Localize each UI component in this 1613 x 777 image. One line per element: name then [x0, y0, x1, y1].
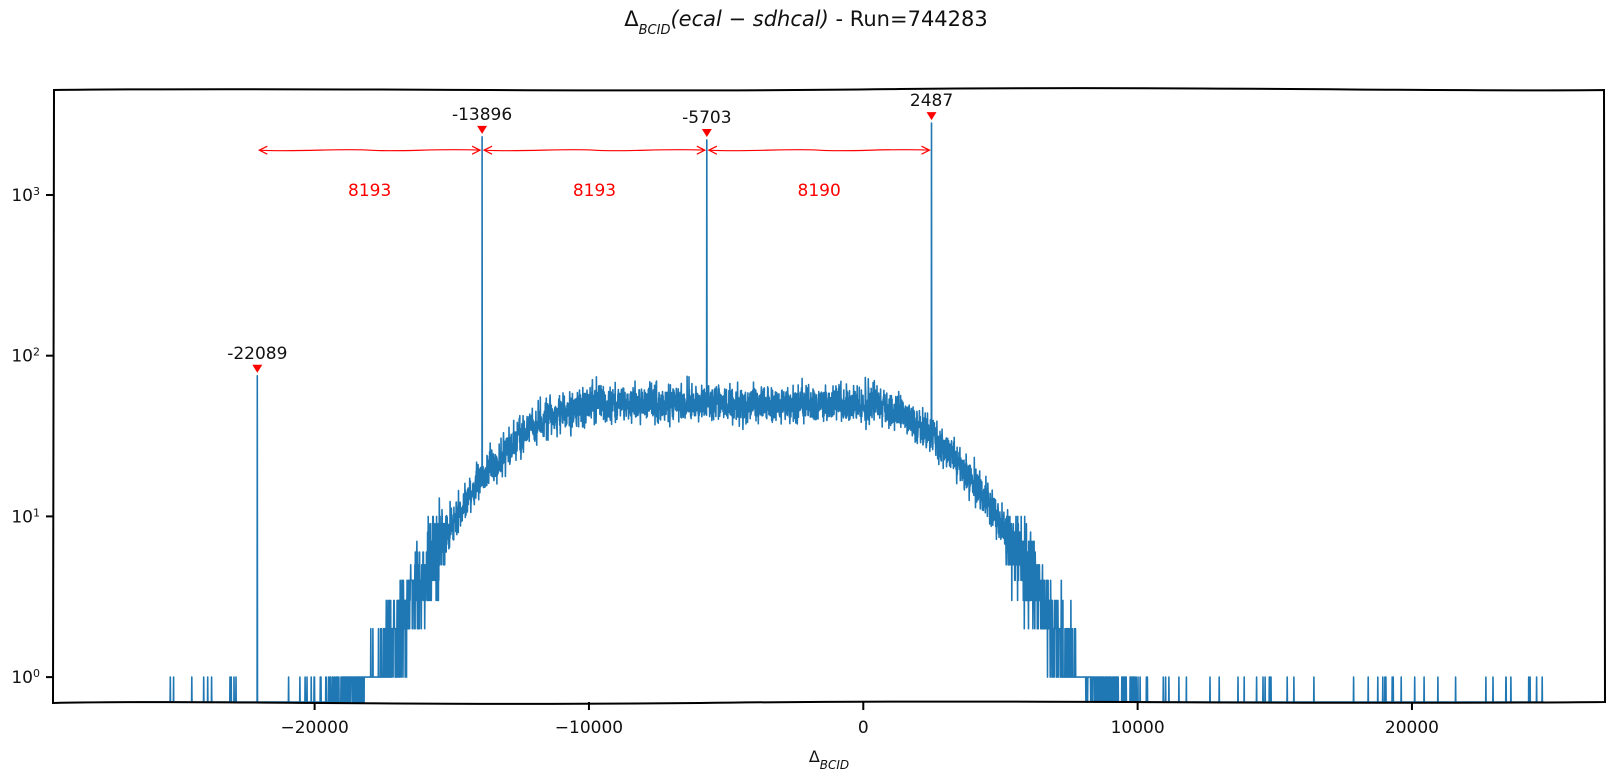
chart-title-expr: (ecal − sdhcal)	[670, 7, 828, 31]
chart-title-run: - Run=744283	[829, 7, 988, 31]
series-line	[135, 122, 1545, 703]
y-tick-label: 100	[11, 667, 40, 689]
x-tick-label: 0	[858, 718, 869, 738]
histogram-series	[135, 122, 1545, 703]
y-axis: 100 101 102 103	[11, 184, 54, 688]
chart-title-sub: BCID	[639, 23, 671, 38]
interval-line	[259, 149, 481, 152]
interval-line	[484, 149, 705, 152]
y-tick-label: 102	[11, 345, 40, 367]
peak-label: 2487	[910, 91, 953, 111]
interval-line	[708, 149, 930, 152]
interval-arrow-left	[482, 145, 493, 155]
peak-marker	[252, 364, 263, 373]
y-tick-label: 101	[11, 506, 40, 528]
chart-title: ΔBCID(ecal − sdhcal) - Run=744283	[624, 7, 988, 38]
interval-arrow-left	[257, 145, 268, 155]
x-axis-label-delta: Δ	[809, 747, 820, 766]
interval-arrow-left	[707, 145, 718, 155]
peak-marker	[926, 112, 937, 121]
x-axis: −20000 −10000 0 10000 20000	[280, 702, 1439, 738]
x-axis-label: ΔBCID	[809, 747, 849, 772]
peak-label: -5703	[682, 108, 731, 128]
x-tick-label: 10000	[1111, 718, 1165, 738]
peak-label: -13896	[452, 105, 512, 125]
x-tick-label: 20000	[1385, 718, 1439, 738]
interval-label: 8193	[348, 181, 391, 201]
peak-label: -22089	[227, 344, 287, 364]
plot-frame	[51, 87, 1607, 705]
peak-marker	[701, 128, 712, 137]
peak-marker	[477, 125, 488, 134]
interval-label: 8193	[573, 181, 616, 201]
x-tick-label: −10000	[555, 718, 623, 738]
x-tick-label: −20000	[280, 718, 348, 738]
interval-arrow-right	[921, 145, 931, 155]
interval-arrow-right	[471, 145, 482, 155]
x-axis-label-sub: BCID	[820, 758, 849, 772]
interval-label: 8190	[798, 181, 841, 201]
chart-title-delta: Δ	[624, 7, 639, 31]
annotations: -22089 -13896 -5703 2487 8193 8193 8190	[227, 91, 953, 373]
interval-arrow-right	[696, 145, 707, 155]
y-tick-label: 103	[11, 184, 40, 206]
